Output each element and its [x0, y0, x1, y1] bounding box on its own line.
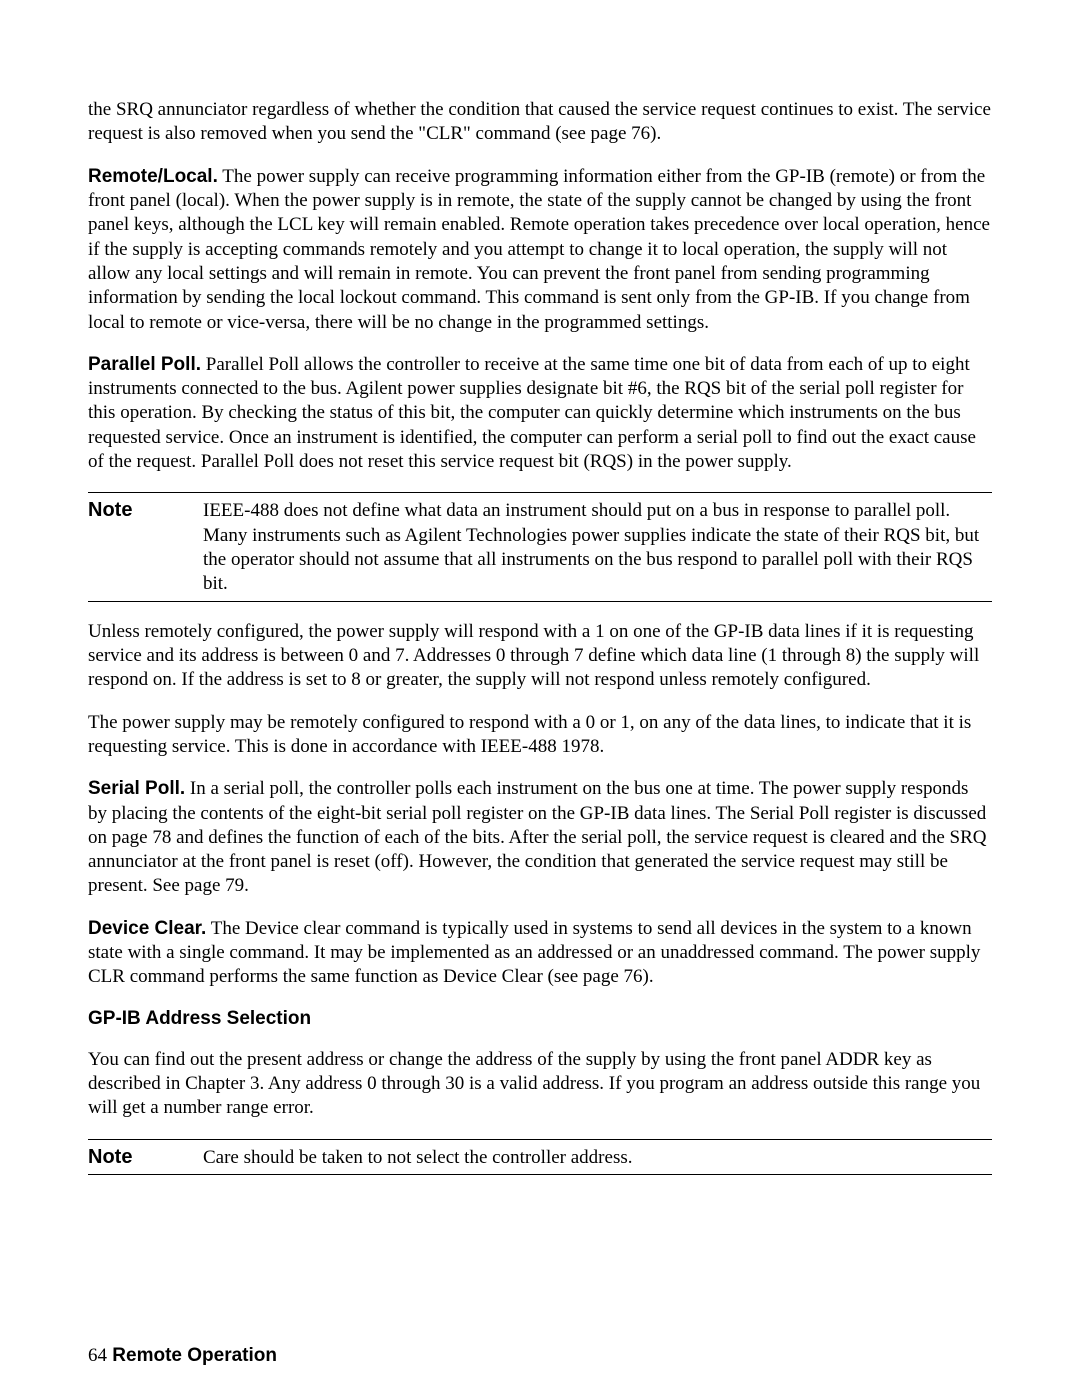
subheading-gpib-address: GP-IB Address Selection	[88, 1008, 992, 1030]
note-text-2: Care should be taken to not select the c…	[203, 1146, 992, 1170]
lead-remote-local: Remote/Local.	[88, 166, 218, 187]
document-page: the SRQ annunciator regardless of whethe…	[0, 0, 1080, 1397]
paragraph-remote-local: Remote/Local. The power supply can recei…	[88, 165, 992, 335]
body-remote-local: The power supply can receive programming…	[88, 166, 990, 333]
paragraph-remote-config: The power supply may be remotely configu…	[88, 711, 992, 760]
page-footer: 64 Remote Operation	[88, 1345, 277, 1367]
lead-parallel-poll: Parallel Poll.	[88, 354, 201, 375]
footer-title: Remote Operation	[107, 1345, 277, 1366]
paragraph-address: You can find out the present address or …	[88, 1048, 992, 1121]
body-serial-poll: In a serial poll, the controller polls e…	[88, 778, 987, 896]
note-block-1: Note IEEE-488 does not define what data …	[88, 492, 992, 601]
paragraph-unless: Unless remotely configured, the power su…	[88, 620, 992, 693]
paragraph-serial-poll: Serial Poll. In a serial poll, the contr…	[88, 777, 992, 899]
lead-serial-poll: Serial Poll.	[88, 778, 185, 799]
body-device-clear: The Device clear command is typically us…	[88, 918, 980, 988]
paragraph-parallel-poll: Parallel Poll. Parallel Poll allows the …	[88, 353, 992, 475]
paragraph-device-clear: Device Clear. The Device clear command i…	[88, 917, 992, 990]
note-label-2: Note	[88, 1146, 203, 1170]
lead-device-clear: Device Clear.	[88, 918, 206, 939]
note-text-1: IEEE-488 does not define what data an in…	[203, 499, 992, 596]
paragraph-intro: the SRQ annunciator regardless of whethe…	[88, 98, 992, 147]
note-block-2: Note Care should be taken to not select …	[88, 1139, 992, 1175]
note-label-1: Note	[88, 499, 203, 596]
page-number: 64	[88, 1345, 107, 1366]
body-parallel-poll: Parallel Poll allows the controller to r…	[88, 354, 976, 472]
